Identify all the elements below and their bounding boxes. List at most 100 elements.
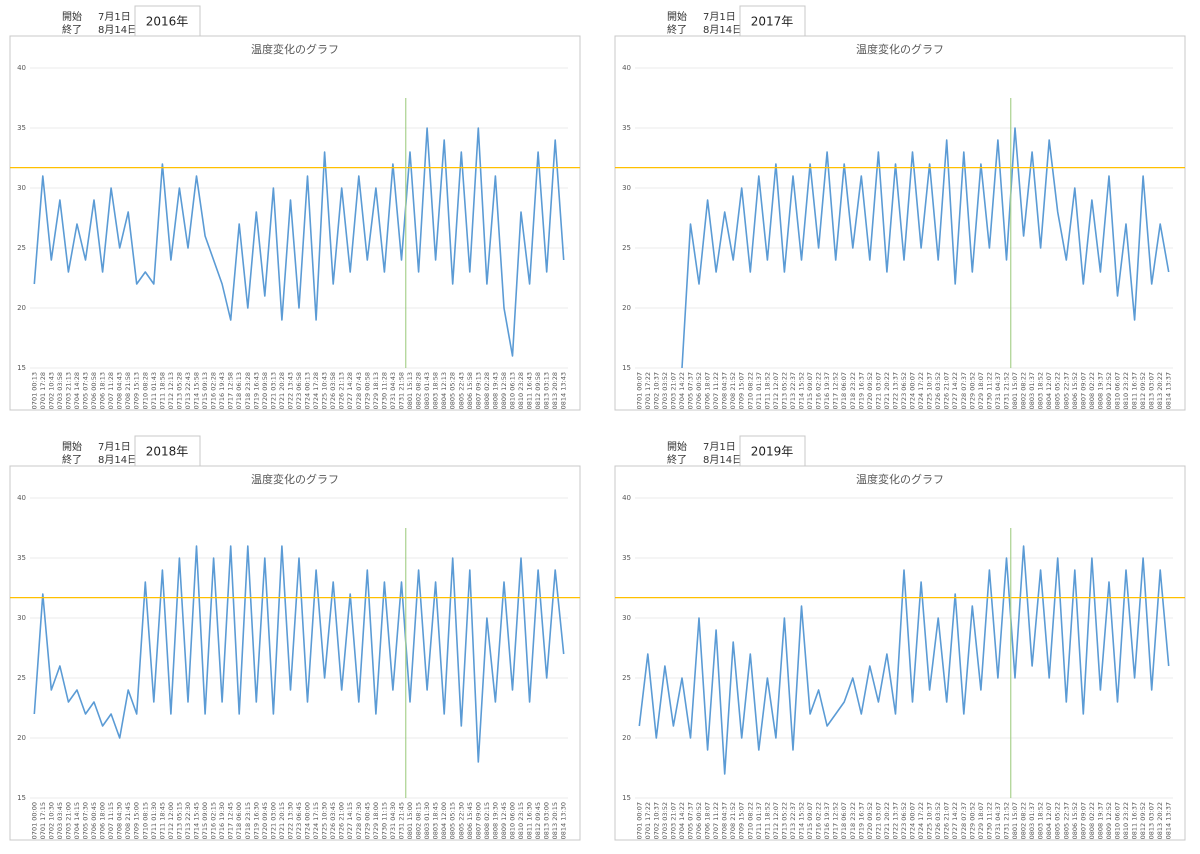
x-tick-label: 0809 12:58	[500, 372, 508, 409]
x-tick-label: 0802 08:22	[1020, 372, 1028, 409]
x-tick-label: 0804 12:07	[1045, 802, 1053, 839]
x-tick-label: 0726 21:07	[943, 802, 951, 839]
x-tick-label: 0725 10:43	[321, 372, 329, 409]
x-tick-label: 0703 21:07	[669, 372, 677, 409]
start-date: 7月1日	[98, 441, 131, 453]
start-date: 7月1日	[98, 11, 131, 23]
x-tick-label: 0731 21:52	[1002, 802, 1010, 839]
x-tick-label: 0810 06:07	[1113, 372, 1121, 409]
x-tick-label: 0718 06:13	[235, 372, 243, 409]
x-tick-label: 0809 12:52	[1105, 372, 1113, 409]
x-tick-label: 0707 11:22	[712, 372, 720, 409]
x-tick-label: 0720 09:45	[261, 802, 269, 839]
x-tick-label: 0718 23:28	[244, 372, 252, 409]
x-tick-label: 0708 21:58	[124, 372, 132, 409]
data-line	[33, 127, 565, 357]
x-tick-label: 0812 09:45	[534, 802, 542, 839]
start-label: 開始	[667, 10, 687, 23]
y-tick-label: 30	[622, 614, 631, 622]
x-tick-label: 0718 23:22	[849, 802, 857, 839]
x-tick-label: 0706 18:07	[704, 802, 712, 839]
x-tick-label: 0724 00:07	[909, 372, 917, 409]
year-label: 2018年	[146, 445, 189, 459]
x-tick-label: 0713 22:30	[184, 802, 192, 839]
y-tick-label: 35	[17, 554, 26, 562]
x-tick-label: 0808 02:22	[1088, 372, 1096, 409]
x-tick-label: 0814 13:43	[560, 372, 568, 409]
x-tick-label: 0730 11:22	[985, 372, 993, 409]
x-tick-label: 0711 18:52	[763, 802, 771, 839]
x-tick-label: 0703 03:52	[661, 802, 669, 839]
x-tick-label: 0709 15:07	[738, 372, 746, 409]
x-tick-label: 0729 18:07	[977, 372, 985, 409]
x-tick-label: 0708 04:37	[721, 372, 729, 409]
x-tick-label: 0730 11:15	[380, 802, 388, 839]
end-label: 終了	[62, 453, 82, 466]
year-label: 2016年	[146, 15, 189, 29]
y-tick-label: 15	[622, 794, 631, 802]
x-tick-label: 0705 07:30	[82, 802, 90, 839]
x-tick-label: 0727 14:22	[951, 802, 959, 839]
x-tick-label: 0711 01:43	[150, 372, 158, 409]
x-tick-label: 0703 03:58	[56, 372, 64, 409]
x-tick-label: 0813 20:28	[551, 372, 559, 409]
x-tick-label: 0721 03:07	[874, 802, 882, 839]
x-tick-label: 0703 21:00	[64, 802, 72, 839]
x-tick-label: 0805 05:22	[1054, 372, 1062, 409]
x-tick-label: 0810 23:15	[517, 802, 525, 839]
x-tick-label: 0702 10:37	[652, 372, 660, 409]
x-tick-label: 0805 22:37	[1062, 802, 1070, 839]
x-tick-label: 0716 19:43	[218, 372, 226, 409]
y-tick-label: 40	[17, 64, 26, 72]
x-tick-label: 0710 08:22	[746, 372, 754, 409]
x-tick-label: 0804 12:07	[1045, 372, 1053, 409]
x-tick-label: 0719 16:37	[857, 802, 865, 839]
chart-title: 温度変化のグラフ	[251, 472, 339, 486]
x-tick-label: 0723 06:52	[900, 802, 908, 839]
x-tick-label: 0706 18:07	[704, 372, 712, 409]
x-tick-label: 0802 08:22	[1020, 802, 1028, 839]
x-tick-label: 0706 18:13	[99, 372, 107, 409]
x-tick-label: 0723 06:58	[295, 372, 303, 409]
x-tick-label: 0803 18:52	[1037, 802, 1045, 839]
x-tick-label: 0805 22:43	[457, 372, 465, 409]
x-tick-label: 0716 19:37	[823, 802, 831, 839]
x-tick-label: 0726 03:52	[934, 802, 942, 839]
x-tick-label: 0706 00:52	[695, 372, 703, 409]
x-tick-label: 0731 21:58	[397, 372, 405, 409]
x-tick-label: 0804 12:00	[440, 802, 448, 839]
x-tick-label: 0814 13:37	[1165, 372, 1173, 409]
x-tick-label: 0704 14:22	[678, 372, 686, 409]
x-tick-label: 0810 06:07	[1113, 802, 1121, 839]
x-tick-label: 0813 20:15	[551, 802, 559, 839]
x-tick-label: 0705 07:37	[687, 372, 695, 409]
chart-title: 温度変化のグラフ	[251, 42, 339, 56]
x-tick-label: 0710 08:22	[746, 802, 754, 839]
x-tick-label: 0715 09:07	[806, 372, 814, 409]
x-tick-label: 0723 06:45	[295, 802, 303, 839]
x-tick-label: 0808 19:43	[491, 372, 499, 409]
x-tick-label: 0708 21:52	[729, 802, 737, 839]
x-tick-label: 0720 09:52	[866, 372, 874, 409]
x-tick-label: 0727 14:15	[346, 802, 354, 839]
x-tick-label: 0809 12:52	[1105, 802, 1113, 839]
year-cell	[134, 435, 201, 467]
x-tick-label: 0730 11:28	[380, 372, 388, 409]
x-tick-label: 0726 21:13	[338, 372, 346, 409]
x-tick-label: 0724 00:13	[304, 372, 312, 409]
x-tick-label: 0725 10:37	[926, 372, 934, 409]
y-tick-label: 15	[17, 364, 26, 372]
x-tick-label: 0701 00:13	[30, 372, 38, 409]
x-tick-label: 0713 05:22	[780, 372, 788, 409]
chart-frame	[9, 465, 581, 841]
x-tick-label: 0710 08:28	[141, 372, 149, 409]
x-tick-label: 0802 08:15	[415, 802, 423, 839]
x-tick-label: 0720 09:58	[261, 372, 269, 409]
x-tick-label: 0721 03:07	[874, 372, 882, 409]
x-tick-label: 0724 17:22	[917, 372, 925, 409]
x-tick-label: 0812 09:52	[1139, 802, 1147, 839]
x-tick-label: 0721 20:22	[883, 372, 891, 409]
x-tick-label: 0726 21:07	[943, 372, 951, 409]
chart-title: 温度変化のグラフ	[856, 42, 944, 56]
x-tick-label: 0726 03:58	[329, 372, 337, 409]
